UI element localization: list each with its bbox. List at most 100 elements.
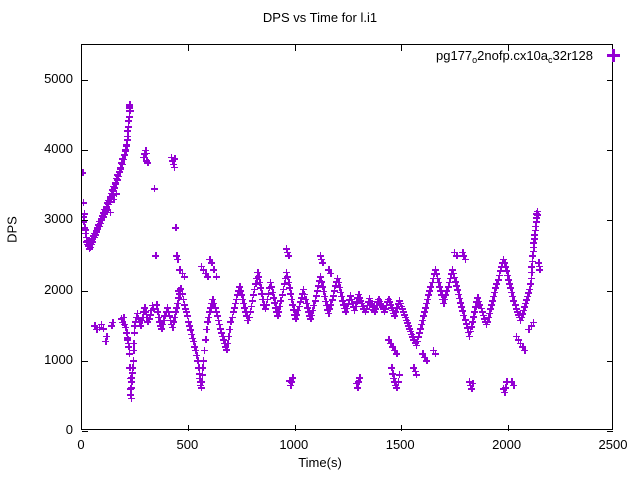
data-point	[127, 383, 135, 391]
data-point	[331, 282, 339, 290]
data-point	[173, 303, 181, 311]
data-point	[99, 325, 107, 333]
data-point	[187, 326, 195, 334]
data-point	[117, 315, 125, 323]
data-point	[356, 374, 364, 382]
data-point	[265, 284, 273, 292]
data-point	[455, 290, 463, 298]
data-point	[264, 289, 272, 297]
data-point	[500, 388, 508, 396]
data-point	[461, 315, 469, 323]
data-point	[501, 263, 509, 271]
data-point	[102, 332, 110, 340]
data-point	[531, 230, 539, 238]
x-tick-label: 500	[176, 437, 199, 452]
data-point	[320, 287, 328, 295]
data-point	[442, 291, 450, 299]
data-point	[183, 312, 191, 320]
data-point	[467, 385, 475, 393]
data-point	[521, 303, 529, 311]
data-point	[477, 304, 485, 312]
data-point	[246, 308, 254, 316]
data-point	[159, 320, 167, 328]
data-point	[238, 291, 246, 299]
legend-plus-marker-icon	[607, 49, 620, 62]
data-point	[192, 346, 200, 354]
data-point	[180, 273, 188, 281]
data-point	[484, 313, 492, 321]
data-point	[201, 269, 209, 277]
data-point	[326, 305, 334, 313]
data-point	[170, 318, 177, 326]
data-point	[104, 206, 112, 214]
data-point	[529, 252, 537, 260]
x-tick-mark	[401, 45, 402, 51]
legend-entry-label: pg177o2nofp.cx10ac32r128	[436, 48, 593, 65]
data-point	[424, 295, 432, 303]
data-point	[486, 309, 493, 317]
data-point	[433, 274, 441, 282]
data-point	[343, 304, 351, 312]
y-tick-label: 5000	[44, 71, 73, 87]
y-tick-label: 3000	[44, 211, 73, 227]
data-point	[316, 252, 324, 260]
data-point	[303, 299, 310, 307]
data-point	[121, 151, 129, 159]
data-point	[456, 294, 464, 302]
data-point	[393, 383, 401, 391]
data-point	[122, 323, 130, 331]
data-point	[493, 280, 501, 288]
data-point	[82, 169, 87, 177]
x-tick-label: 2500	[598, 437, 628, 452]
data-point	[231, 299, 239, 307]
data-point	[127, 394, 135, 402]
data-point	[128, 374, 136, 382]
data-point	[423, 357, 431, 365]
data-point	[94, 225, 102, 233]
data-point	[207, 303, 215, 311]
data-point	[342, 308, 350, 316]
data-point	[296, 298, 304, 306]
data-point	[282, 245, 290, 253]
data-point	[216, 325, 224, 333]
x-tick-mark	[188, 425, 189, 431]
data-point	[224, 339, 232, 347]
data-point	[450, 248, 458, 256]
data-point	[142, 149, 150, 157]
data-point	[105, 198, 113, 205]
data-point	[463, 324, 471, 332]
data-point	[378, 303, 386, 311]
data-point	[365, 294, 373, 302]
data-point	[229, 308, 237, 316]
data-point	[355, 290, 363, 298]
data-point	[137, 322, 145, 330]
data-point	[125, 113, 133, 121]
data-point	[117, 165, 125, 173]
data-point	[243, 312, 251, 320]
data-point	[258, 289, 266, 297]
data-point	[167, 320, 175, 328]
data-point	[172, 308, 180, 316]
data-point	[434, 278, 442, 286]
data-point	[429, 346, 437, 354]
data-point	[290, 306, 298, 314]
data-point	[138, 316, 146, 324]
data-point	[392, 381, 400, 389]
y-tick-mark	[607, 220, 613, 221]
data-point	[387, 339, 395, 347]
data-point	[284, 252, 292, 260]
data-point	[283, 248, 291, 256]
data-point	[414, 333, 422, 341]
data-point	[355, 378, 363, 386]
data-point	[126, 107, 134, 115]
data-point	[212, 273, 220, 281]
data-point	[200, 346, 208, 354]
data-point	[329, 292, 337, 300]
data-point	[445, 278, 453, 286]
data-point	[213, 312, 221, 320]
data-point	[95, 323, 103, 331]
data-point	[198, 371, 206, 379]
data-point	[123, 142, 131, 150]
y-tick-mark	[82, 431, 88, 432]
data-point	[385, 298, 393, 306]
